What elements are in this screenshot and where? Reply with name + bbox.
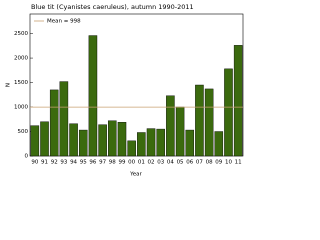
bar [224, 68, 233, 157]
bar [117, 122, 127, 157]
bar [69, 123, 78, 157]
y-tick-label: 0 [25, 154, 29, 160]
bar [59, 81, 69, 157]
x-tick-label: 05 [177, 160, 184, 166]
x-tick-label: 98 [109, 160, 116, 166]
x-tick-label: 10 [225, 160, 232, 166]
chart-title: Blue tit (Cyanistes caeruleus), autumn 1… [31, 3, 194, 11]
x-tick-label: 02 [148, 160, 155, 166]
bar [214, 131, 224, 157]
x-tick-label: 93 [60, 160, 67, 166]
bar [49, 89, 59, 157]
y-tick-label: 2000 [14, 56, 28, 62]
bar [156, 128, 165, 157]
x-tick-label: 07 [196, 160, 203, 166]
x-tick-label: 92 [51, 160, 58, 166]
bar [175, 106, 185, 157]
bar [195, 84, 204, 157]
x-tick-label: 96 [89, 160, 96, 166]
legend-label: Mean = 998 [47, 19, 81, 25]
x-tick-label: 95 [80, 160, 87, 166]
plot-frame [29, 13, 244, 157]
bar [108, 120, 117, 157]
x-tick-label: 09 [215, 160, 222, 166]
x-tick-label: 94 [70, 160, 77, 166]
bar [98, 124, 107, 157]
bar [146, 128, 156, 157]
x-tick-label: 06 [186, 160, 193, 166]
bar [78, 129, 88, 157]
bar [40, 121, 49, 157]
x-tick-label: 08 [206, 160, 213, 166]
x-tick-label: 91 [41, 160, 48, 166]
y-tick-label: 2500 [14, 31, 28, 37]
bar [88, 35, 98, 157]
bar [30, 125, 40, 157]
y-tick-label: 1500 [14, 80, 28, 86]
y-tick-label: 500 [18, 129, 29, 135]
chart: Blue tit (Cyanistes caeruleus), autumn 1… [6, 3, 244, 178]
bar [233, 45, 243, 157]
x-tick-label: 00 [128, 160, 135, 166]
y-axis-label: N [6, 83, 12, 87]
bar [185, 129, 195, 157]
x-tick-label: 04 [167, 160, 174, 166]
bar [166, 95, 175, 157]
bar [127, 140, 136, 157]
x-tick-label: 90 [31, 160, 38, 166]
x-tick-label: 01 [138, 160, 145, 166]
x-tick-label: 97 [99, 160, 106, 166]
x-tick-label: 99 [118, 160, 125, 166]
x-tick-label: 11 [235, 160, 242, 166]
x-axis-label: Year [129, 172, 142, 178]
x-tick-label: 03 [157, 160, 164, 166]
bar [137, 132, 146, 157]
y-tick-label: 1000 [14, 105, 28, 111]
bar [204, 88, 214, 157]
